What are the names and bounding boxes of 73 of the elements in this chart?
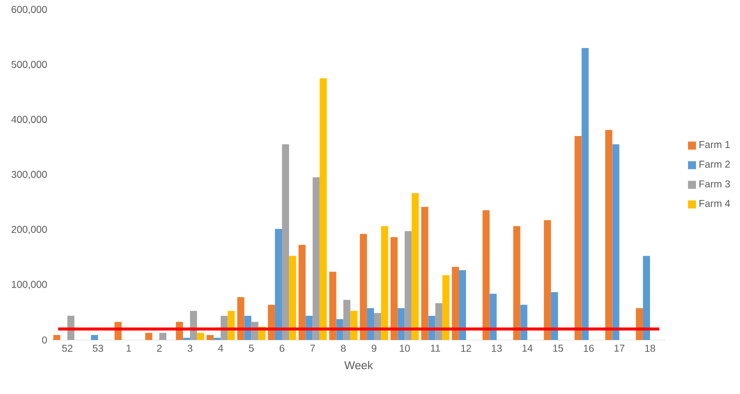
x-tick-label: 8	[340, 344, 346, 352]
legend-label: Farm 1	[699, 141, 730, 148]
bar	[612, 144, 620, 340]
bar	[289, 256, 296, 340]
bar	[550, 292, 558, 340]
x-tick-label: 52	[62, 344, 72, 352]
y-tick-label: 500,000	[12, 60, 47, 70]
x-tick-label: 14	[522, 344, 533, 352]
y-tick-label: 200,000	[12, 226, 47, 234]
bar	[329, 272, 336, 340]
bar	[520, 304, 528, 340]
x-tick-label: 53	[92, 344, 104, 352]
bar	[53, 335, 60, 340]
bar	[513, 226, 520, 340]
x-axis-title: Week	[344, 360, 374, 370]
bar	[343, 300, 350, 340]
bar	[90, 335, 98, 340]
x-tick-label: 15	[553, 344, 564, 352]
bar	[574, 136, 582, 340]
legend-label: Farm 3	[699, 180, 730, 188]
x-tick-label: 3	[188, 344, 192, 352]
bar	[366, 308, 374, 340]
bar	[482, 210, 490, 340]
bar	[159, 332, 166, 340]
bar	[442, 275, 450, 340]
x-tick-label: 18	[645, 344, 656, 352]
legend-label: Farm 2	[699, 160, 730, 168]
bar	[145, 332, 152, 340]
bar	[381, 226, 388, 340]
bar	[642, 256, 650, 340]
bar	[312, 177, 320, 340]
x-tick-label: 5	[248, 344, 254, 352]
x-tick-label: 13	[492, 344, 502, 352]
bar	[582, 48, 589, 340]
y-tick-label: 0	[42, 336, 47, 344]
x-tick-label: 1	[126, 344, 131, 352]
bar	[320, 78, 327, 340]
y-tick-label: 600,000	[12, 6, 47, 14]
x-tick-label: 16	[584, 344, 594, 352]
bar	[282, 144, 290, 340]
x-tick-label: 7	[310, 344, 315, 352]
bar	[360, 234, 367, 340]
y-tick-label: 300,000	[12, 170, 47, 180]
bar	[412, 193, 419, 340]
bar	[268, 304, 275, 340]
bar	[228, 310, 235, 340]
bar	[298, 244, 306, 340]
legend-label: Farm 4	[699, 200, 730, 207]
x-tick-label: 6	[280, 344, 284, 352]
bar	[390, 237, 398, 340]
bar	[452, 266, 459, 340]
bar	[398, 308, 405, 340]
x-tick-label: 10	[400, 344, 410, 352]
y-tick-label: 400,000	[11, 116, 47, 124]
y-tick-label: 100,000	[12, 280, 47, 290]
x-tick-label: 2	[157, 344, 162, 352]
bar	[206, 335, 214, 340]
bar	[544, 220, 551, 340]
bar	[458, 270, 466, 340]
bar	[490, 294, 497, 340]
bar	[274, 228, 282, 340]
bar	[197, 332, 204, 340]
x-tick-label: 11	[430, 344, 440, 352]
x-tick-label: 17	[614, 344, 624, 352]
bar	[636, 308, 643, 340]
x-tick-label: 4	[218, 344, 224, 352]
bar	[404, 231, 412, 340]
x-tick-label: 9	[372, 344, 376, 352]
bar	[435, 303, 442, 340]
x-tick-label: 12	[461, 344, 472, 352]
bar	[421, 206, 428, 340]
bar	[605, 130, 612, 340]
bar	[237, 297, 244, 340]
